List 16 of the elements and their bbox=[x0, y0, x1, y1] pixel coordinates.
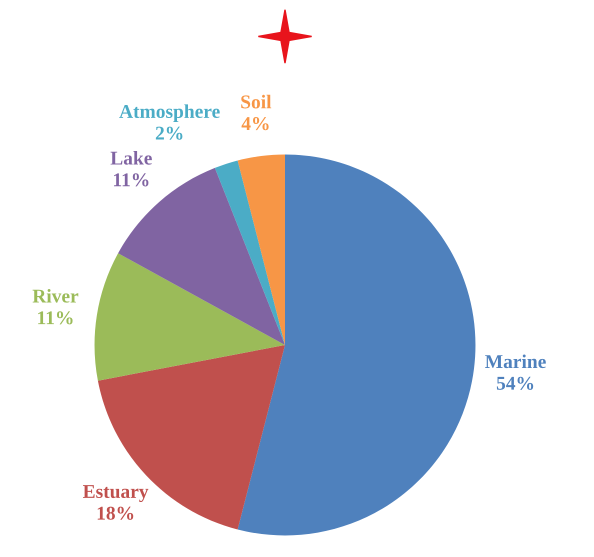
slice-label: Marine bbox=[485, 354, 546, 368]
slice-label: River bbox=[32, 288, 78, 303]
data-label: 2% bbox=[156, 126, 182, 140]
data-label: 54% bbox=[496, 376, 534, 390]
pie-slice bbox=[94, 253, 285, 381]
pie-slice bbox=[214, 160, 285, 345]
data-label: 18% bbox=[98, 506, 134, 520]
slice-label: Soil bbox=[241, 94, 272, 108]
data-label: 11% bbox=[114, 173, 148, 186]
slice-label: Lake bbox=[110, 151, 152, 165]
data-label: 11% bbox=[38, 311, 73, 324]
slice-label: Atmosphere bbox=[119, 104, 220, 122]
pie-slice bbox=[238, 154, 476, 536]
pie-slice bbox=[238, 154, 285, 345]
slice-label: Estuary bbox=[82, 485, 148, 502]
data-label: 4% bbox=[242, 117, 269, 130]
